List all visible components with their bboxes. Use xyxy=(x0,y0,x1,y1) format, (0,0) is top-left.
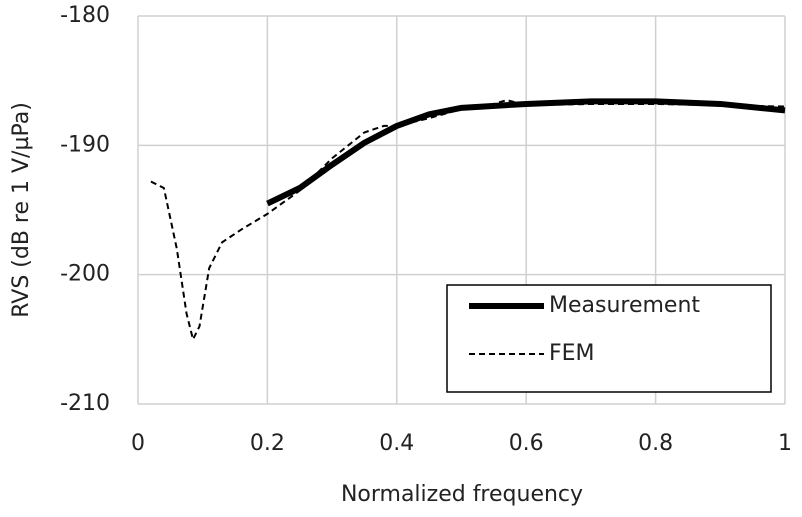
y-tick-label: -200 xyxy=(60,262,110,287)
x-tick-label: 0 xyxy=(131,431,145,456)
line-series xyxy=(266,98,786,207)
y-tick-label: -210 xyxy=(60,391,110,416)
legend: Measurement FEM xyxy=(446,284,772,393)
legend-label: FEM xyxy=(549,341,595,366)
line-series xyxy=(150,99,786,341)
x-tick-label: 0.8 xyxy=(638,431,673,456)
legend-label: Measurement xyxy=(549,293,700,318)
x-tick-label: 1 xyxy=(778,431,792,456)
x-tick-label: 0.6 xyxy=(509,431,544,456)
y-axis-label: RVS (dB re 1 V/µPa) xyxy=(9,102,34,318)
y-tick-label: -180 xyxy=(60,3,110,28)
legend-box xyxy=(446,284,772,393)
x-axis-label: Normalized frequency xyxy=(341,482,583,507)
y-tick-label: -190 xyxy=(60,132,110,157)
x-tick-label: 0.4 xyxy=(379,431,414,456)
x-tick-label: 0.2 xyxy=(250,431,285,456)
